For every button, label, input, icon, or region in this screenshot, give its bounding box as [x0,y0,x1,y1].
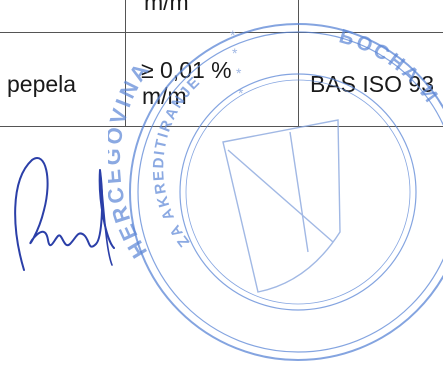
table-col-divider-1 [125,0,126,127]
table-rule-top [0,32,443,33]
method-cell: BAS ISO 93 [310,71,435,97]
svg-text:*: * [232,45,238,61]
svg-text:БОСНА И: БОСНА И [337,25,443,108]
top-row-unit: m/m [144,0,189,15]
table-rule-bottom [0,126,443,127]
table-col-divider-2 [298,0,299,127]
svg-text:*: * [230,27,236,43]
parameter-cell: pepela [7,71,77,97]
svg-text:*: * [238,85,244,101]
svg-text:*: * [236,65,242,81]
official-stamp: HERCEGOVINA ZA AKREDITIRANJE БОСНА И * *… [108,23,443,361]
handwritten-signature [14,157,115,271]
coat-of-arms-icon [222,119,341,293]
